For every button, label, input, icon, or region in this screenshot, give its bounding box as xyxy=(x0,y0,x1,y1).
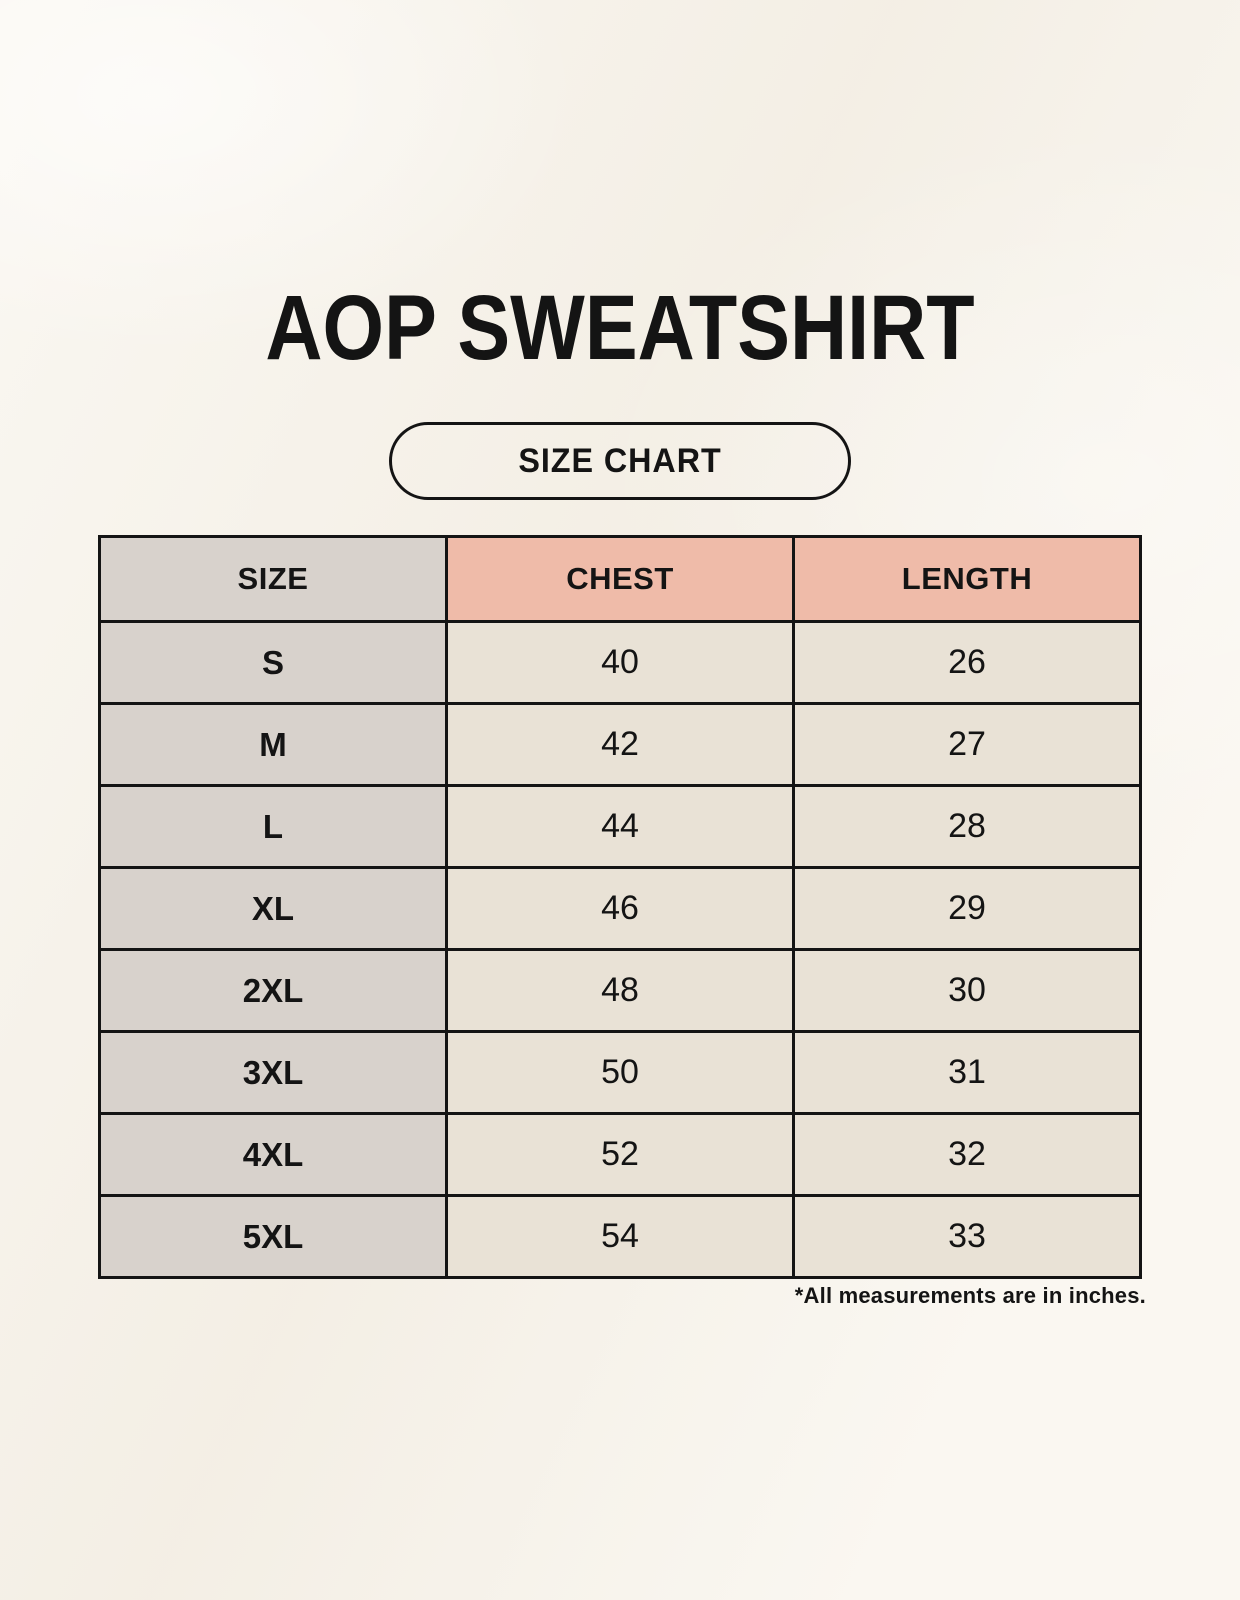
size-table: SIZE CHEST LENGTH S 40 26 M 42 27 L 44 28 XL 46 29 2XL… xyxy=(98,535,1142,1279)
size-cell: M xyxy=(98,702,448,787)
length-cell: 29 xyxy=(792,866,1142,951)
column-header-size: SIZE xyxy=(98,535,448,623)
size-cell: 5XL xyxy=(98,1194,448,1279)
chest-cell: 46 xyxy=(445,866,795,951)
length-cell: 27 xyxy=(792,702,1142,787)
table-row-s: S 40 26 xyxy=(98,620,1142,705)
size-chart-badge: SIZE CHART xyxy=(389,422,851,500)
column-header-chest: CHEST xyxy=(445,535,795,623)
table-row-3xl: 3XL 50 31 xyxy=(98,1030,1142,1115)
column-header-length: LENGTH xyxy=(792,535,1142,623)
length-cell: 28 xyxy=(792,784,1142,869)
size-cell: L xyxy=(98,784,448,869)
measurements-footnote: *All measurements are in inches. xyxy=(794,1283,1146,1308)
chest-cell: 48 xyxy=(445,948,795,1033)
table-row-2xl: 2XL 48 30 xyxy=(98,948,1142,1033)
size-cell: XL xyxy=(98,866,448,951)
length-cell: 31 xyxy=(792,1030,1142,1115)
length-cell: 32 xyxy=(792,1112,1142,1197)
table-row-l: L 44 28 xyxy=(98,784,1142,869)
header-row: SIZE CHEST LENGTH xyxy=(98,535,1142,623)
chest-cell: 52 xyxy=(445,1112,795,1197)
size-chart-badge-label: SIZE CHART xyxy=(518,441,722,480)
table-row-xl: XL 46 29 xyxy=(98,866,1142,951)
chest-cell: 50 xyxy=(445,1030,795,1115)
size-cell: 3XL xyxy=(98,1030,448,1115)
table-row-5xl: 5XL 54 33 xyxy=(98,1194,1142,1279)
length-cell: 33 xyxy=(792,1194,1142,1279)
chest-cell: 44 xyxy=(445,784,795,869)
size-table-head: SIZE CHEST LENGTH xyxy=(98,535,1142,623)
chest-cell: 40 xyxy=(445,620,795,705)
size-cell: S xyxy=(98,620,448,705)
size-table-body: S 40 26 M 42 27 L 44 28 XL 46 29 2XL 48 30 3XL 50 31 4XL 52… xyxy=(98,620,1142,1279)
size-cell: 4XL xyxy=(98,1112,448,1197)
chest-cell: 54 xyxy=(445,1194,795,1279)
page-title: AOP SWEATSHIRT xyxy=(265,277,975,379)
length-cell: 26 xyxy=(792,620,1142,705)
table-row-4xl: 4XL 52 32 xyxy=(98,1112,1142,1197)
table-row-m: M 42 27 xyxy=(98,702,1142,787)
length-cell: 30 xyxy=(792,948,1142,1033)
size-cell: 2XL xyxy=(98,948,448,1033)
chest-cell: 42 xyxy=(445,702,795,787)
